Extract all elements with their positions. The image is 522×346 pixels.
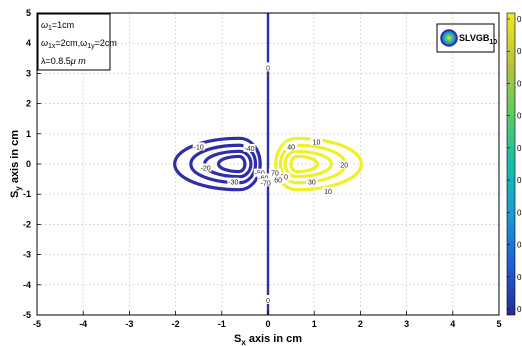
contour-label-bg [253, 168, 266, 177]
contour-level-label: -40 [244, 146, 254, 153]
contour-level-label: 50 [280, 175, 288, 182]
x-tick-label: -3 [125, 319, 133, 329]
legend-swatch-icon [440, 29, 458, 47]
y-tick-label: 4 [26, 38, 31, 48]
contour-level-label: -70 [261, 180, 271, 187]
y-tick-label: -1 [23, 189, 31, 199]
x-tick-label: 4 [450, 319, 455, 329]
contour-level-label: 10 [324, 189, 332, 196]
contour-label-bg [257, 173, 270, 182]
positive-contour-ring [274, 136, 363, 192]
contour-label-bg [259, 178, 272, 187]
x-tick-label: 5 [496, 319, 501, 329]
negative-contour-ring [216, 154, 247, 174]
x-tick-label: 3 [404, 319, 409, 329]
zero-contour-label: 0 [266, 298, 270, 305]
contour-level-label: 10 [313, 139, 321, 146]
x-tick-label: 2 [358, 319, 363, 329]
x-tick-label: 0 [265, 319, 270, 329]
colorbar-tick-label: 0 [517, 144, 522, 153]
contour-label-bg [285, 142, 298, 151]
colorbar-ticks: 0 0 0 0 0 0 0 0 0 0 [507, 15, 522, 314]
y-tick-label: 0 [26, 159, 31, 169]
zero-contour-label: 0 [266, 65, 270, 72]
annotation-frame [37, 13, 111, 71]
legend-label: SLVGB10 [459, 33, 497, 46]
x-tick-label: -5 [33, 319, 41, 329]
colorbar-gradient [506, 12, 516, 316]
contour-level-label: 40 [287, 144, 295, 151]
legend: SLVGB10 [436, 23, 497, 53]
contour-level-label: -10 [194, 144, 204, 151]
colorbar: 0 0 0 0 0 0 0 0 0 0 [506, 12, 522, 316]
contour-label-bg [338, 160, 351, 169]
contour-label-bg [268, 168, 281, 177]
colorbar-tick-label: 0 [517, 241, 522, 250]
contour-level-label: 70 [271, 171, 279, 178]
contour-label-bg [227, 177, 240, 186]
y-tick-label: -4 [23, 280, 31, 290]
contour-level-label: 60 [274, 178, 282, 185]
colorbar-tick-label: 0 [517, 112, 522, 121]
x-axis-ticks: -5 -4 -3 -2 -1 0 1 2 3 4 5 [33, 311, 502, 329]
y-tick-label: 1 [26, 129, 31, 139]
contour-label-bg [322, 186, 335, 195]
contour-label-bg [278, 172, 291, 181]
annotation-line-1: ω1=1cm [41, 20, 74, 32]
annotation-line-2: ω1x=2cm,ω1y=2cm [41, 38, 117, 50]
contour-label-bg [243, 143, 256, 152]
y-tick-label: 5 [26, 8, 31, 18]
colorbar-tick-label: 0 [517, 47, 522, 56]
contour-label-bg [199, 163, 212, 172]
contour-label-bg [192, 142, 205, 151]
y-tick-label: 2 [26, 99, 31, 109]
y-axis-ticks: -5 -4 -3 -2 -1 0 1 2 3 4 5 [23, 8, 41, 320]
plot-area: 00-10-20-30-40-50-60-701020304050607010 … [23, 8, 502, 329]
contour-level-label: -20 [201, 166, 211, 173]
colorbar-tick-label: 0 [517, 208, 522, 217]
y-axis-label: Sy axis in cm [9, 130, 23, 198]
annotation-line-3: λ=0.8.5μ m [41, 56, 86, 66]
y-tick-label: 3 [26, 68, 31, 78]
contour-level-label: 20 [340, 163, 348, 170]
colorbar-tick-label: 0 [517, 15, 522, 24]
negative-contour-ring [203, 149, 253, 179]
contour-label-bg [272, 175, 285, 184]
y-tick-label: -5 [23, 310, 31, 320]
negative-contour-ring [189, 143, 258, 185]
x-axis-label: Sx axis in cm [234, 333, 302, 346]
parameter-annotation-box: ω1=1cm ω1x=2cm,ω1y=2cm λ=0.8.5μ m [37, 13, 117, 71]
contour-level-label: -30 [228, 180, 238, 187]
y-tick-label: -3 [23, 250, 31, 260]
colorbar-tick-label: 0 [517, 305, 522, 314]
contour-level-label: 30 [308, 180, 316, 187]
positive-contour-ring [283, 149, 333, 179]
contour-label-bg [305, 177, 318, 186]
colorbar-tick-label: 0 [517, 176, 522, 185]
positive-contour-ring [289, 154, 320, 174]
x-tick-label: -4 [79, 319, 87, 329]
contour-label-bg [310, 137, 323, 146]
zero-label-bg [265, 294, 271, 304]
x-tick-label: 1 [312, 319, 317, 329]
colorbar-tick-label: 0 [517, 79, 522, 88]
x-tick-label: -2 [172, 319, 180, 329]
y-tick-label: -2 [23, 219, 31, 229]
x-tick-label: -1 [218, 319, 226, 329]
zero-label-bg [265, 62, 271, 72]
colorbar-tick-label: 0 [517, 273, 522, 282]
